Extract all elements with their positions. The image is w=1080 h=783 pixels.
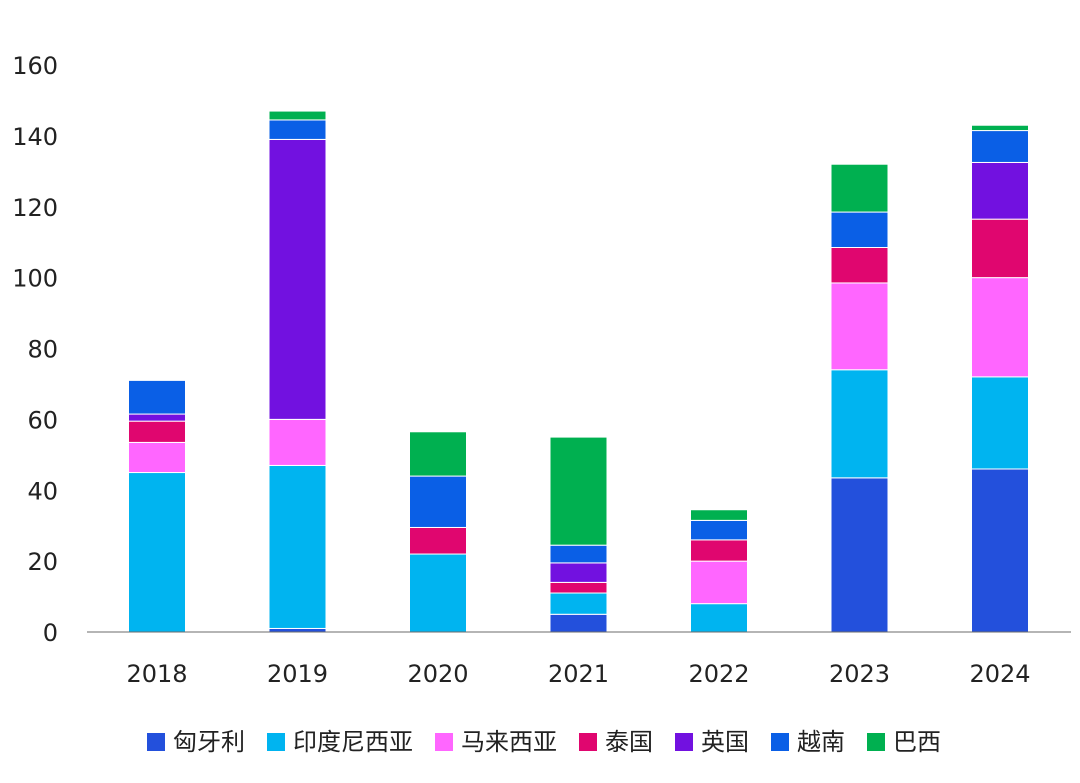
bar-stack-2022 [690,509,748,633]
legend-swatch [579,733,597,751]
bar-segment [830,247,889,284]
bar-segment [971,161,1029,220]
x-tick-label: 2022 [688,660,749,688]
bar-segment [830,477,889,633]
bar-stack-2021 [549,436,608,633]
x-tick-label: 2023 [829,660,890,688]
bar-segment [128,472,186,633]
legend-item: 泰国 [579,728,653,756]
bar-segment [971,376,1029,470]
bar-stacks [128,110,1029,633]
bar-segment [268,418,327,466]
y-tick-label: 0 [43,619,58,647]
bar-segment [830,163,889,213]
legend-label: 匈牙利 [173,728,245,756]
bar-stack-2020 [409,431,467,633]
bar-segment [549,592,608,615]
bar-stack-2023 [830,163,889,633]
bar-segment [830,369,889,479]
bar-segment [971,130,1029,163]
y-tick-label: 120 [12,194,58,222]
bar-segment [268,138,327,420]
bar-segment [549,436,608,546]
bar-segment [549,613,608,633]
bar-segment [971,124,1029,132]
bar-segment [830,211,889,249]
legend-swatch [147,733,165,751]
y-tick-label: 160 [12,52,58,80]
legend-label: 泰国 [605,728,653,756]
legend-label: 印度尼西亚 [293,728,413,756]
x-tick-label: 2018 [126,660,187,688]
bar-segment [268,464,327,629]
bar-segment [690,539,748,562]
bar-segment [690,603,748,633]
bar-segment [549,562,608,583]
bar-segment [971,218,1029,279]
bar-segment [128,379,186,415]
legend: 匈牙利 印度尼西亚 马来西亚 泰国 英国 越南 巴西 [147,728,941,756]
bar-stack-2018 [128,379,186,633]
bar-segment [409,475,467,528]
legend-label: 马来西亚 [461,728,557,756]
legend-item: 越南 [771,728,845,756]
bar-segment [690,509,748,521]
bar-segment [128,441,186,474]
x-tick-label: 2019 [267,660,328,688]
legend-item: 英国 [675,728,749,756]
legend-label: 巴西 [893,728,941,756]
y-tick-label: 140 [12,123,58,151]
legend-swatch [435,733,453,751]
legend-item: 印度尼西亚 [267,728,413,756]
bar-segment [830,282,889,371]
bar-segment [128,420,186,443]
bar-segment [268,627,327,633]
legend-swatch [267,733,285,751]
bar-segment [268,110,327,121]
bar-segment [690,519,748,541]
legend-swatch [771,733,789,751]
x-axis: 2018 2019 2020 2021 2022 2023 2024 [126,660,1030,688]
x-tick-label: 2021 [548,660,609,688]
bar-segment [971,468,1029,633]
y-tick-label: 80 [27,336,58,364]
bar-segment [549,581,608,594]
y-axis: 0 20 40 60 80 100 120 140 160 [12,52,58,647]
y-tick-label: 20 [27,548,58,576]
bar-segment [268,119,327,140]
bar-segment [128,413,186,422]
x-tick-label: 2024 [969,660,1030,688]
bar-stack-2019 [268,110,327,633]
bar-segment [409,526,467,555]
bar-segment [690,560,748,605]
legend-item: 匈牙利 [147,728,245,756]
legend-label: 英国 [701,728,749,756]
legend-item: 巴西 [867,728,941,756]
y-tick-label: 60 [27,406,58,434]
y-tick-label: 100 [12,265,58,293]
y-tick-label: 40 [27,477,58,505]
legend-swatch [867,733,885,751]
bar-segment [971,277,1029,378]
bar-segment [409,431,467,477]
legend-label: 越南 [797,728,845,756]
x-tick-label: 2020 [407,660,468,688]
bar-stack-2024 [971,124,1029,633]
legend-swatch [675,733,693,751]
bar-segment [549,544,608,564]
bar-segment [409,553,467,633]
legend-item: 马来西亚 [435,728,557,756]
